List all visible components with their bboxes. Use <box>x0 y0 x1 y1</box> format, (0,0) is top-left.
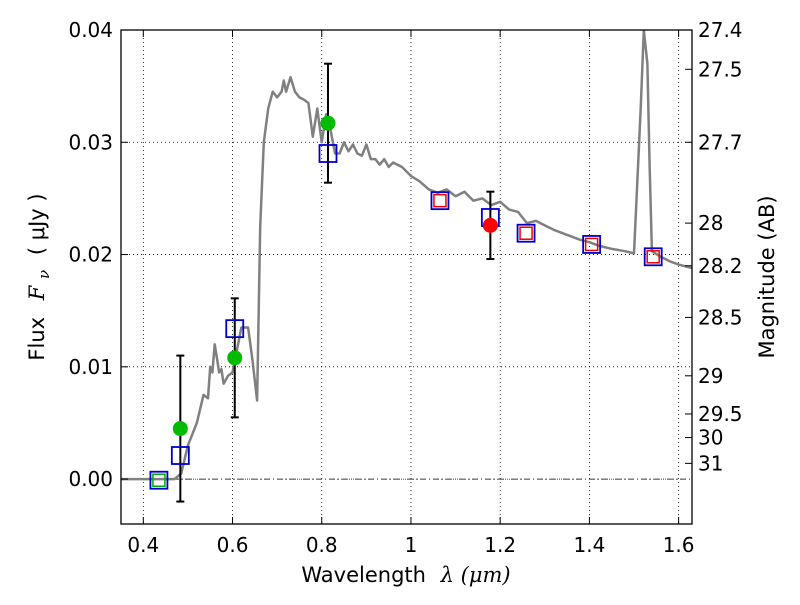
x-axis-title: Wavelength λ (μm) <box>301 563 510 587</box>
x-axis-ticks: 0.4 0.6 0.8 1 1.2 1.4 1.6 <box>127 30 695 557</box>
y2-tick-label: 28 <box>698 211 723 235</box>
x-tick-label: 1.4 <box>573 533 605 557</box>
y2-tick-label: 30 <box>698 426 723 450</box>
model-spectrum-line <box>121 30 692 481</box>
synthetic-square-outer <box>149 470 169 490</box>
y-axis-title-text: Flux <box>25 317 49 361</box>
y-tick-label: 0.00 <box>68 467 113 491</box>
green-observed-point <box>172 421 188 437</box>
y-tick-label: 0.01 <box>68 355 113 379</box>
y2-tick-label: 29.5 <box>698 402 743 426</box>
y2-tick-label: 27.7 <box>698 130 743 154</box>
y2-tick-label: 31 <box>698 451 723 475</box>
synthetic-squares <box>149 144 663 490</box>
x-tick-label: 0.8 <box>306 533 338 557</box>
synthetic-square-inner <box>584 237 599 252</box>
synthetic-square-outer <box>516 223 536 243</box>
synthetic-square <box>516 223 536 243</box>
y-axis-title-unit: ( μJy ) <box>25 193 49 255</box>
y-axis-title: Flux F ν ( μJy ) <box>25 193 54 360</box>
synthetic-square <box>170 446 190 465</box>
y-tick-label: 0.04 <box>68 18 113 42</box>
synthetic-square-inner <box>646 250 660 264</box>
synthetic-square-outer <box>582 235 602 254</box>
y-axis-title-sub: ν <box>35 270 53 279</box>
red-observed-point <box>482 217 498 233</box>
synthetic-square <box>318 144 338 163</box>
synthetic-square-inner <box>519 226 533 240</box>
synthetic-square-outer <box>170 446 190 465</box>
x-axis-title-math: λ (μm) <box>440 563 511 587</box>
observed-points <box>172 115 498 437</box>
synthetic-square <box>149 470 169 490</box>
synthetic-square-inner <box>433 193 447 208</box>
plot-frame <box>120 29 693 525</box>
x-tick-label: 1 <box>405 533 418 557</box>
synthetic-square-outer <box>643 247 663 267</box>
x-tick-label: 0.4 <box>127 533 159 557</box>
grid-lines <box>121 29 692 524</box>
y2-tick-label: 27.4 <box>698 18 743 42</box>
x-tick-label: 1.2 <box>484 533 516 557</box>
x-axis-title-text: Wavelength <box>301 563 426 587</box>
green-observed-point <box>227 350 243 366</box>
synthetic-square <box>643 247 663 267</box>
synthetic-square <box>430 191 450 211</box>
y2-tick-label: 29 <box>698 364 723 388</box>
y2-tick-label: 28.2 <box>698 254 743 278</box>
model-spectrum <box>121 30 692 481</box>
y-tick-label: 0.03 <box>68 130 113 154</box>
synthetic-square-outer <box>225 319 245 339</box>
y-axis-ticks: 0.00 0.01 0.02 0.03 0.04 <box>68 18 128 491</box>
green-observed-point <box>320 115 336 131</box>
y2-tick-label: 28.5 <box>698 305 743 329</box>
y-tick-label: 0.02 <box>68 243 113 267</box>
synthetic-square <box>582 235 602 254</box>
synthetic-square-outer <box>430 191 450 211</box>
y-axis-title-math: F <box>25 284 49 301</box>
synthetic-square-outer <box>318 144 338 163</box>
synthetic-square <box>225 319 245 339</box>
x-tick-label: 1.6 <box>663 533 695 557</box>
x-tick-label: 0.6 <box>217 533 249 557</box>
synthetic-square-inner <box>152 473 166 487</box>
error-bars <box>176 62 495 503</box>
y2-tick-label: 27.5 <box>698 57 743 81</box>
y2-axis-title: Magnitude (AB) <box>755 195 779 358</box>
